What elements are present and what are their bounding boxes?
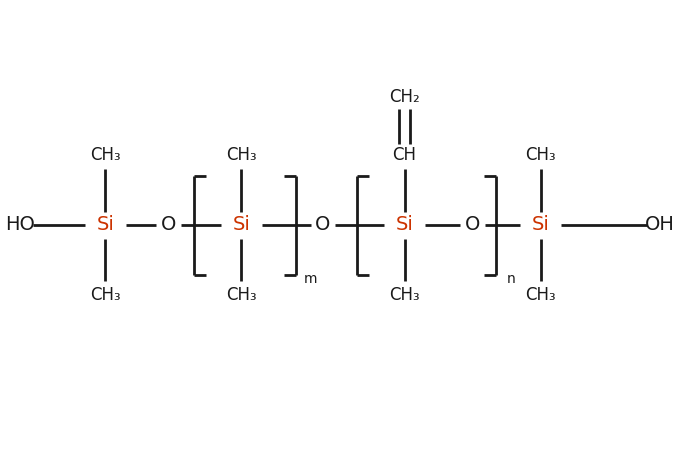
Text: n: n xyxy=(507,272,515,286)
Text: O: O xyxy=(161,216,176,234)
Text: Si: Si xyxy=(233,216,250,234)
Text: CH₃: CH₃ xyxy=(226,146,257,164)
Text: CH: CH xyxy=(392,146,417,164)
Text: Si: Si xyxy=(532,216,549,234)
Text: Si: Si xyxy=(396,216,413,234)
Text: CH₃: CH₃ xyxy=(90,146,121,164)
Text: CH₃: CH₃ xyxy=(90,286,121,304)
Text: CH₃: CH₃ xyxy=(525,286,556,304)
Text: CH₃: CH₃ xyxy=(525,146,556,164)
Text: O: O xyxy=(465,216,480,234)
Text: CH₃: CH₃ xyxy=(389,286,420,304)
Text: CH₃: CH₃ xyxy=(226,286,257,304)
Text: m: m xyxy=(304,272,318,286)
Text: OH: OH xyxy=(645,216,675,234)
Text: HO: HO xyxy=(5,216,35,234)
Text: Si: Si xyxy=(97,216,114,234)
Text: O: O xyxy=(316,216,330,234)
Text: CH₂: CH₂ xyxy=(389,88,420,106)
